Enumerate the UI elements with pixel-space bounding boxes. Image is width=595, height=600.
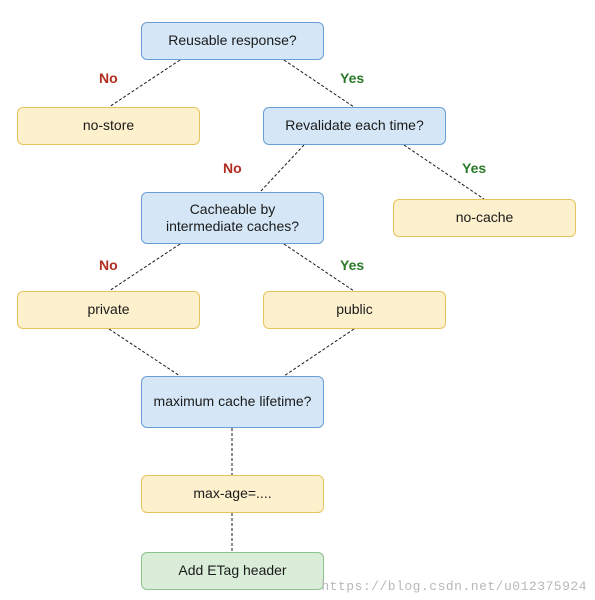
node-q_intermediate: Cacheable by intermediate caches? bbox=[141, 192, 324, 244]
node-q_revalidate: Revalidate each time? bbox=[263, 107, 446, 145]
node-r_public: public bbox=[263, 291, 446, 329]
node-r_private: private bbox=[17, 291, 200, 329]
edge-label-e4: Yes bbox=[462, 160, 486, 176]
edge-label-e5: No bbox=[99, 257, 118, 273]
edge-label-e3: No bbox=[223, 160, 242, 176]
edge-e8 bbox=[284, 329, 354, 376]
node-r_nostore: no-store bbox=[17, 107, 200, 145]
node-r_etag: Add ETag header bbox=[141, 552, 324, 590]
watermark: https://blog.csdn.net/u012375924 bbox=[321, 579, 587, 594]
node-q_lifetime: maximum cache lifetime? bbox=[141, 376, 324, 428]
node-q_reusable: Reusable response? bbox=[141, 22, 324, 60]
edge-label-e1: No bbox=[99, 70, 118, 86]
edge-e7 bbox=[109, 329, 180, 376]
edge-e3 bbox=[260, 145, 304, 192]
edge-e1 bbox=[109, 60, 180, 107]
edge-label-e6: Yes bbox=[340, 257, 364, 273]
node-r_maxage: max-age=.... bbox=[141, 475, 324, 513]
edge-label-e2: Yes bbox=[340, 70, 364, 86]
edge-e5 bbox=[109, 244, 180, 291]
node-r_nocache: no-cache bbox=[393, 199, 576, 237]
